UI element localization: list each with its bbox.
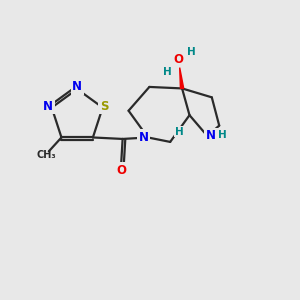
- Text: N: N: [206, 130, 216, 142]
- Text: O: O: [173, 53, 183, 66]
- Text: N: N: [43, 100, 53, 112]
- Text: N: N: [138, 131, 148, 144]
- Text: S: S: [100, 100, 108, 112]
- Text: H: H: [187, 47, 195, 57]
- Text: O: O: [116, 164, 126, 177]
- Text: N: N: [72, 80, 82, 93]
- Text: H: H: [163, 67, 172, 77]
- Text: CH₃: CH₃: [37, 150, 56, 160]
- Text: H: H: [175, 127, 184, 136]
- Text: H: H: [218, 130, 226, 140]
- Polygon shape: [180, 68, 184, 88]
